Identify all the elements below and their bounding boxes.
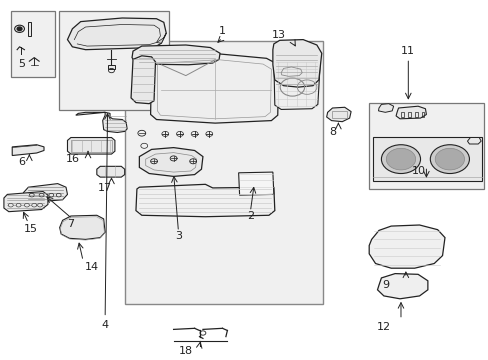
Text: 8: 8 xyxy=(328,127,335,137)
Polygon shape xyxy=(60,215,105,239)
Polygon shape xyxy=(326,107,350,122)
Circle shape xyxy=(429,145,468,174)
Polygon shape xyxy=(139,148,203,176)
Polygon shape xyxy=(12,145,44,156)
Circle shape xyxy=(24,203,29,207)
Polygon shape xyxy=(150,54,278,123)
Polygon shape xyxy=(132,45,220,65)
Bar xyxy=(107,65,115,69)
Text: 6: 6 xyxy=(19,157,25,167)
Bar xyxy=(400,112,403,117)
Circle shape xyxy=(434,148,464,170)
Polygon shape xyxy=(238,172,273,195)
Bar xyxy=(407,112,410,117)
Polygon shape xyxy=(156,33,166,43)
Polygon shape xyxy=(273,57,320,109)
Polygon shape xyxy=(368,225,444,268)
Bar xyxy=(28,22,31,36)
Text: 11: 11 xyxy=(401,46,414,56)
Text: 7: 7 xyxy=(67,219,74,229)
Bar xyxy=(368,103,483,189)
Bar xyxy=(59,11,168,110)
Bar xyxy=(414,112,417,117)
Circle shape xyxy=(32,203,37,207)
Circle shape xyxy=(8,203,13,207)
Text: 16: 16 xyxy=(65,154,79,164)
Text: 3: 3 xyxy=(175,231,182,241)
Text: 4: 4 xyxy=(102,320,108,330)
Bar xyxy=(11,11,55,77)
Bar xyxy=(71,140,112,152)
Polygon shape xyxy=(67,138,115,154)
Polygon shape xyxy=(131,56,155,104)
Circle shape xyxy=(38,203,42,207)
Bar xyxy=(331,111,346,118)
Text: 12: 12 xyxy=(376,322,390,332)
Polygon shape xyxy=(76,112,127,132)
Polygon shape xyxy=(378,104,393,112)
Text: 5: 5 xyxy=(19,59,25,69)
Text: 10: 10 xyxy=(410,166,425,176)
Text: 15: 15 xyxy=(23,224,38,234)
Polygon shape xyxy=(136,184,274,217)
Circle shape xyxy=(29,193,34,197)
Polygon shape xyxy=(67,18,166,50)
Text: 18: 18 xyxy=(179,346,192,356)
Text: 2: 2 xyxy=(246,211,253,221)
Text: 1: 1 xyxy=(219,26,225,36)
Circle shape xyxy=(381,145,420,174)
Circle shape xyxy=(16,203,21,207)
Polygon shape xyxy=(23,184,67,202)
Bar xyxy=(421,112,424,117)
Circle shape xyxy=(39,193,44,197)
Circle shape xyxy=(17,27,22,31)
Text: 13: 13 xyxy=(271,30,285,40)
Circle shape xyxy=(386,148,415,170)
Polygon shape xyxy=(372,137,481,181)
Bar xyxy=(124,41,322,304)
Text: 14: 14 xyxy=(85,262,99,272)
Polygon shape xyxy=(467,138,480,144)
Text: 9: 9 xyxy=(382,280,389,290)
Circle shape xyxy=(49,193,54,197)
Circle shape xyxy=(56,193,61,197)
Polygon shape xyxy=(97,166,124,177)
Polygon shape xyxy=(395,106,426,119)
Text: 17: 17 xyxy=(98,183,112,193)
Polygon shape xyxy=(272,40,321,87)
Polygon shape xyxy=(4,192,48,212)
Polygon shape xyxy=(377,274,427,299)
